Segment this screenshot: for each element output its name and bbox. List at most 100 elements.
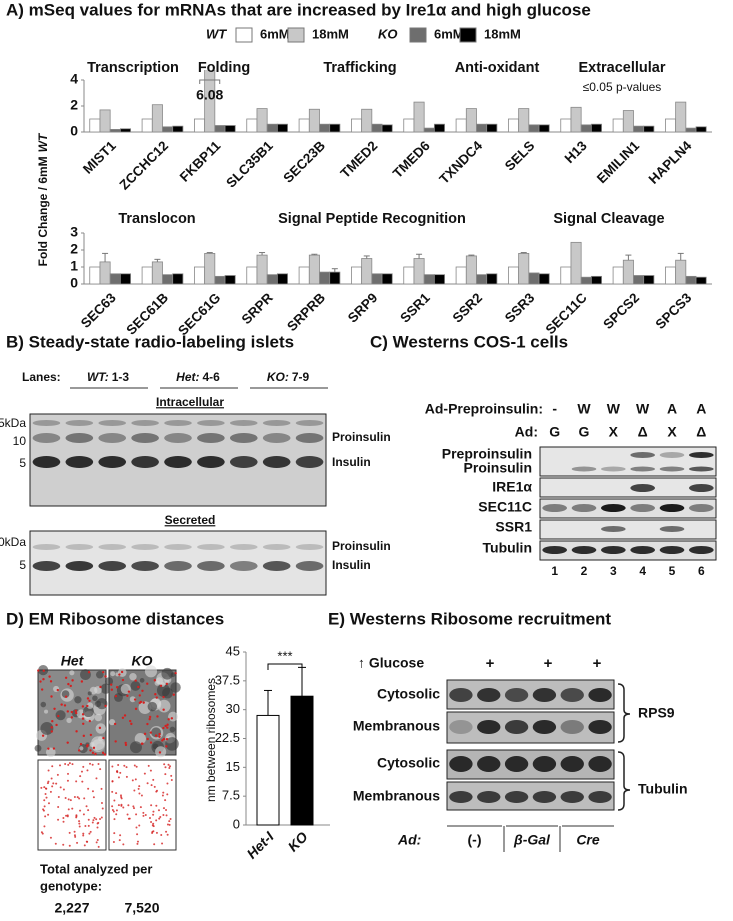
blot-band [295, 433, 324, 443]
y-tick-label: 2 [70, 241, 78, 257]
ribosome-dot [79, 775, 82, 778]
bar [204, 70, 216, 133]
ribosome-dot [42, 677, 45, 681]
lane-treatment: G [579, 424, 590, 440]
y-tick-label: 1 [70, 258, 78, 274]
ribosome-dot [64, 797, 67, 800]
lane-treatment: W [607, 401, 621, 417]
blot-band [560, 791, 584, 803]
em-texture [91, 736, 106, 751]
em-texture [169, 726, 176, 733]
ribosome-dot [89, 830, 92, 833]
bar [361, 108, 373, 133]
blot-band [197, 420, 225, 426]
ribosome-dot [168, 820, 171, 823]
em-texture [45, 747, 56, 758]
em-texture [69, 670, 75, 676]
bar [290, 695, 314, 826]
bar [256, 714, 280, 826]
ribosome-dot [91, 763, 94, 766]
em-texture [130, 680, 141, 691]
bar [298, 118, 310, 133]
ribosome-dot [158, 817, 161, 820]
ribosome-dot [73, 795, 76, 798]
blot-band [477, 720, 501, 734]
ribosome-dot [122, 843, 125, 846]
blot-band [560, 720, 584, 734]
ribosome-dot [163, 763, 166, 766]
ribosome-dot [128, 817, 131, 820]
ribosome-dot [50, 726, 53, 729]
ribosome-dot [75, 815, 78, 818]
lane-number: 2 [581, 564, 588, 578]
ribosome-dot [164, 773, 167, 776]
ribosome-dot [130, 722, 133, 726]
bar [246, 266, 258, 285]
ribosome-dot [111, 780, 114, 783]
ribosome-dot [51, 720, 54, 723]
blot-band [295, 420, 324, 426]
legend-label: 18mM [312, 26, 349, 41]
ribosome-dot [134, 679, 137, 682]
ribosome-dot [64, 676, 68, 679]
ribosome-dot [162, 708, 165, 711]
blot-band [197, 561, 225, 571]
bar [194, 266, 206, 285]
ribosome-dot [53, 707, 56, 710]
blot-band [571, 466, 597, 472]
ribosome-dot [155, 831, 158, 834]
bar [633, 275, 645, 285]
ribosome-dot [170, 774, 173, 777]
ribosome-dot [158, 751, 162, 754]
ribosome-dot [162, 807, 165, 810]
lane-treatment: Δ [696, 424, 706, 440]
bar [643, 275, 655, 285]
lane-number: 5 [669, 564, 676, 578]
blot-band [65, 456, 94, 468]
ribosome-dot [136, 840, 139, 843]
blot-band [98, 456, 127, 468]
blot-band [262, 544, 291, 550]
total-value: 2,227 [54, 900, 89, 916]
ribosome-dot [81, 713, 85, 716]
legend-label: 18mM [484, 26, 521, 41]
ribosome-dot [56, 688, 59, 692]
ribosome-dot [43, 825, 46, 828]
ribosome-dot [69, 799, 72, 802]
ribosome-dot [152, 813, 155, 816]
break-marker [199, 79, 221, 84]
lane-group-lanes: 1-3 [112, 370, 130, 384]
blot-band [504, 688, 529, 702]
ribosome-dot [123, 764, 126, 767]
bar [590, 123, 602, 133]
bar [528, 124, 540, 133]
ribosome-dot [42, 669, 45, 673]
ribosome-dot [140, 742, 144, 745]
ribosome-dot [133, 698, 137, 701]
blot-band [229, 561, 258, 571]
bar [538, 273, 550, 285]
ribosome-dot [57, 805, 60, 808]
bar [266, 274, 278, 285]
bar [528, 272, 540, 285]
ribosome-dot [169, 817, 172, 820]
total-value: 7,520 [124, 900, 159, 916]
blot-band [659, 546, 685, 554]
ribosome-dot [89, 733, 93, 737]
ribosome-dot [126, 813, 129, 816]
blot-band [262, 433, 291, 443]
ribosome-dot [153, 843, 156, 846]
ribosome-dot [113, 832, 116, 835]
ribosome-dot [51, 785, 54, 788]
ribosome-dot [111, 765, 114, 768]
ribosome-dot [128, 719, 132, 723]
ribosome-dot [164, 766, 167, 769]
bar [276, 123, 288, 133]
ad-treatment: (-) [468, 832, 482, 848]
em-texture [95, 670, 104, 679]
ribosome-dot [67, 808, 70, 811]
ribosome-dot [73, 834, 76, 837]
ribosome-dot [139, 700, 143, 704]
blot-band [449, 720, 473, 734]
ribosome-dot [161, 739, 164, 742]
